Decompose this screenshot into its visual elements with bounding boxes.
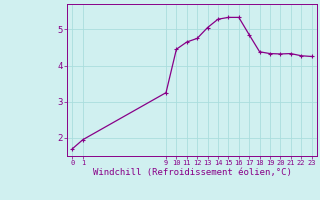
X-axis label: Windchill (Refroidissement éolien,°C): Windchill (Refroidissement éolien,°C) (92, 168, 292, 177)
